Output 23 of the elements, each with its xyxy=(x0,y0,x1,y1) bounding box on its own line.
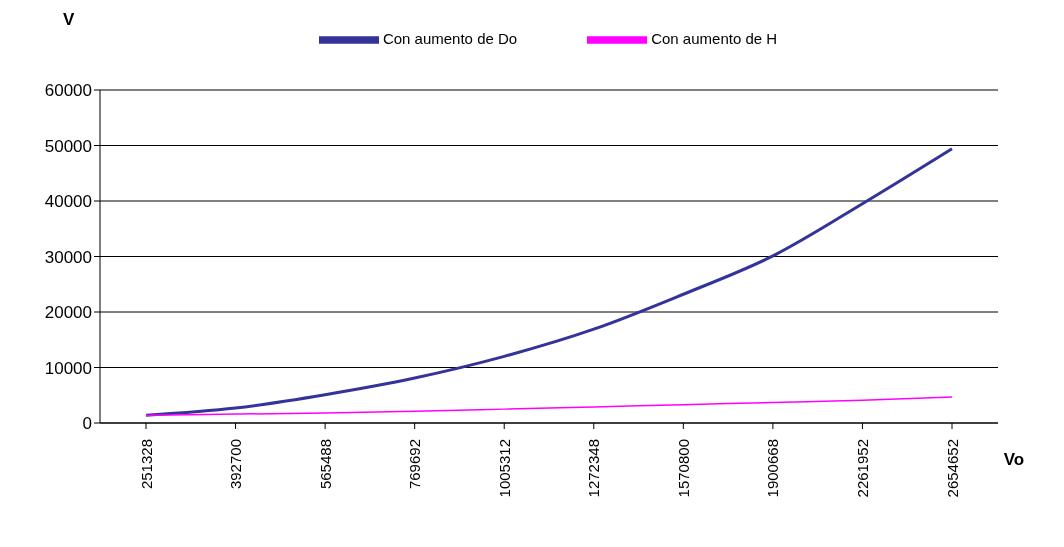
line-series xyxy=(145,396,953,416)
x-tick-label: 1570800 xyxy=(674,439,692,498)
y-tick-label: 60000 xyxy=(44,81,92,101)
x-tick-label: 1900668 xyxy=(764,439,782,498)
x-tick-label: 2654652 xyxy=(943,439,961,498)
x-tick-label: 251328 xyxy=(137,439,155,490)
line-series xyxy=(144,147,954,417)
legend-label: Con aumento de H xyxy=(651,29,778,47)
y-tick-label: 50000 xyxy=(44,136,92,156)
y-tick-label: 0 xyxy=(82,414,92,434)
x-tick-label: 769692 xyxy=(406,439,424,490)
y-axis-title: V xyxy=(63,10,75,30)
x-axis-title: Vo xyxy=(1003,449,1025,469)
x-tick-label: 1005312 xyxy=(495,439,513,498)
x-tick-label: 2261952 xyxy=(853,439,871,498)
y-tick-label: 20000 xyxy=(44,303,92,323)
x-tick-label: 565488 xyxy=(316,439,334,490)
x-tick-label: 1272348 xyxy=(585,439,603,498)
y-tick-label: 40000 xyxy=(44,192,92,212)
y-tick-label: 10000 xyxy=(44,358,92,378)
legend-label: Con aumento de Do xyxy=(382,29,518,47)
x-tick-label: 392700 xyxy=(227,439,245,490)
y-tick-label: 30000 xyxy=(44,247,92,267)
